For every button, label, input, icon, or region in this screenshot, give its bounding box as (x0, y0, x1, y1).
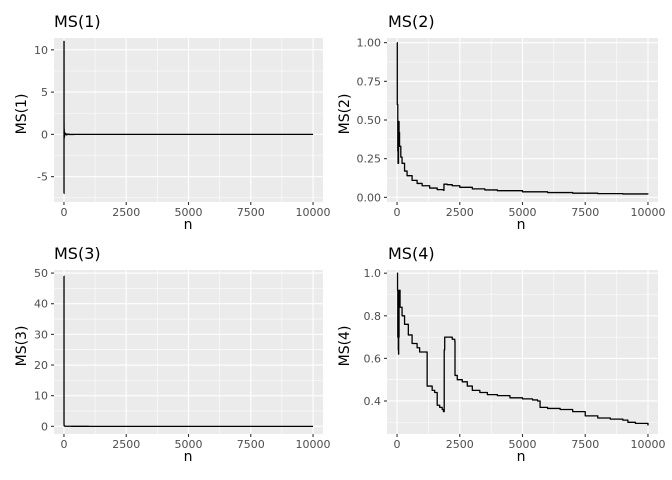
y-tick-label: 0.50 (357, 114, 382, 127)
x-tick-label: 10000 (296, 206, 331, 219)
y-tick-label: 5 (41, 86, 48, 99)
x-axis-title: n (517, 217, 526, 233)
y-axis-title: MS(1) (14, 94, 30, 135)
y-axis-title: MS(2) (337, 94, 353, 135)
x-tick-label: 0 (60, 206, 67, 219)
y-tick-label: 1.0 (364, 267, 382, 280)
y-tick-label: 0.8 (364, 310, 382, 323)
x-tick-label: 10000 (630, 206, 665, 219)
y-axis-title: MS(4) (337, 326, 353, 367)
x-tick-label: 5000 (509, 438, 537, 451)
x-tick-label: 0 (394, 206, 401, 219)
x-tick-label: 2500 (446, 438, 474, 451)
y-tick-label: 30 (34, 328, 48, 341)
y-tick-label: 1.00 (357, 37, 382, 50)
x-tick-label: 5000 (175, 206, 203, 219)
x-tick-label: 10000 (630, 438, 665, 451)
x-axis-title: n (184, 449, 193, 465)
y-tick-label: 0.6 (364, 352, 382, 365)
series-line (63, 40, 314, 195)
x-tick-label: 2500 (446, 206, 474, 219)
chart-panel-ms1: MS(1) n MS(1) 0 2500 5000 7500 10000 -5 0 5 10 (14, 12, 331, 233)
y-tick-label: 50 (34, 267, 48, 280)
x-tick-label: 0 (60, 438, 67, 451)
series-line (396, 41, 649, 195)
series-line (396, 272, 649, 426)
y-tick-label: 0.00 (357, 191, 382, 204)
y-tick-label: 0.25 (357, 153, 382, 166)
y-tick-label: 40 (34, 298, 48, 311)
chart-panel-ms3: MS(3) n MS(3) 0 2500 5000 7500 10000 0 10 20 30 4… (14, 244, 331, 465)
x-tick-label: 10000 (296, 438, 331, 451)
chart-title: MS(4) (388, 244, 435, 263)
y-tick-label: 0 (41, 128, 48, 141)
y-tick-label: 10 (34, 44, 48, 57)
x-tick-label: 7500 (237, 206, 265, 219)
chart-title: MS(1) (54, 12, 101, 31)
y-tick-label: 10 (34, 390, 48, 403)
plot-area (387, 270, 658, 434)
y-tick-label: 0.4 (364, 395, 382, 408)
x-tick-label: 7500 (571, 206, 599, 219)
x-axis-title: n (517, 449, 526, 465)
x-axis-title: n (184, 217, 193, 233)
x-tick-label: 7500 (237, 438, 265, 451)
plot-area (387, 38, 658, 202)
y-tick-label: 0 (41, 420, 48, 433)
y-axis-title: MS(3) (14, 326, 30, 367)
series-line (63, 275, 314, 427)
chart-panel-ms2: MS(2) n MS(2) 0 2500 5000 7500 10000 0.00 0.25… (337, 12, 665, 233)
chart-title: MS(2) (388, 12, 435, 31)
y-tick-label: -5 (37, 171, 48, 184)
x-tick-label: 2500 (112, 438, 140, 451)
chart-panel-ms4: MS(4) n MS(4) 0 2500 5000 7500 10000 0.4 0.6 0.… (337, 244, 665, 465)
y-tick-label: 0.75 (357, 75, 382, 88)
x-tick-label: 2500 (112, 206, 140, 219)
plot-area (54, 38, 323, 202)
chart-title: MS(3) (54, 244, 101, 263)
x-tick-label: 5000 (175, 438, 203, 451)
plot-area (54, 270, 323, 434)
x-tick-label: 7500 (571, 438, 599, 451)
x-tick-label: 5000 (509, 206, 537, 219)
y-tick-label: 20 (34, 359, 48, 372)
x-tick-label: 0 (394, 438, 401, 451)
